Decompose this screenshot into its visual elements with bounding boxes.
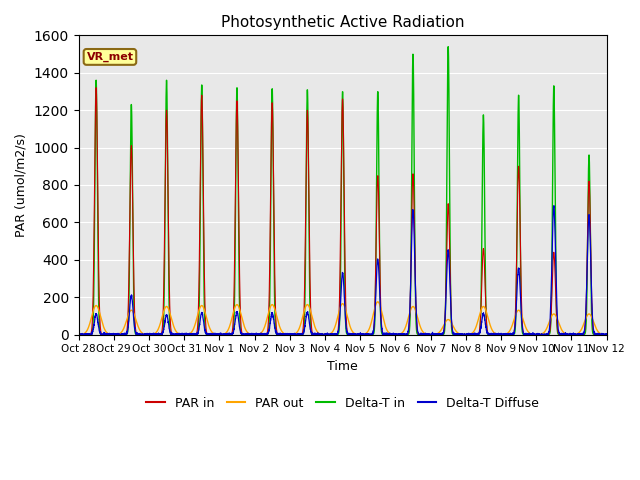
Line: Delta-T in: Delta-T in (79, 47, 607, 335)
X-axis label: Time: Time (327, 360, 358, 373)
Delta-T Diffuse (603, 332, 611, 337)
Delta-T Diffuse (602, 331, 610, 337)
PAR out (374, 299, 381, 305)
Delta-T in (602, 332, 610, 337)
Title: Photosynthetic Active Radiation: Photosynthetic Active Radiation (221, 15, 465, 30)
Delta-T Diffuse (323, 331, 331, 337)
Y-axis label: PAR (umol/m2/s): PAR (umol/m2/s) (15, 133, 28, 237)
PAR out (461, 332, 468, 337)
Delta-T Diffuse (170, 332, 177, 337)
PAR in (75, 332, 83, 337)
PAR in (432, 332, 440, 337)
PAR in (323, 332, 331, 337)
PAR out (603, 332, 611, 337)
PAR in (603, 332, 611, 337)
Delta-T in (431, 332, 439, 337)
Delta-T Diffuse (75, 331, 83, 337)
Line: PAR out: PAR out (79, 302, 607, 335)
Text: VR_met: VR_met (86, 52, 134, 62)
Delta-T in (444, 44, 452, 49)
Delta-T Diffuse (491, 331, 499, 337)
Delta-T in (323, 332, 330, 337)
PAR out (323, 332, 330, 337)
Delta-T Diffuse (75, 332, 83, 337)
Delta-T Diffuse (461, 332, 468, 337)
Line: Delta-T Diffuse: Delta-T Diffuse (79, 205, 607, 335)
PAR in (602, 332, 610, 337)
PAR out (432, 331, 440, 337)
PAR out (75, 332, 83, 337)
PAR in (92, 85, 100, 91)
Delta-T Diffuse (432, 332, 440, 337)
Delta-T in (75, 332, 83, 337)
Legend: PAR in, PAR out, Delta-T in, Delta-T Diffuse: PAR in, PAR out, Delta-T in, Delta-T Dif… (141, 392, 544, 415)
PAR in (170, 332, 177, 337)
Delta-T in (603, 332, 611, 337)
PAR out (602, 332, 610, 337)
Delta-T in (491, 332, 499, 337)
PAR out (170, 323, 177, 328)
Delta-T in (170, 332, 177, 337)
Line: PAR in: PAR in (79, 88, 607, 335)
PAR in (491, 332, 499, 337)
Delta-T in (461, 332, 468, 337)
PAR out (491, 330, 499, 336)
PAR in (461, 332, 468, 337)
Delta-T Diffuse (550, 203, 557, 208)
